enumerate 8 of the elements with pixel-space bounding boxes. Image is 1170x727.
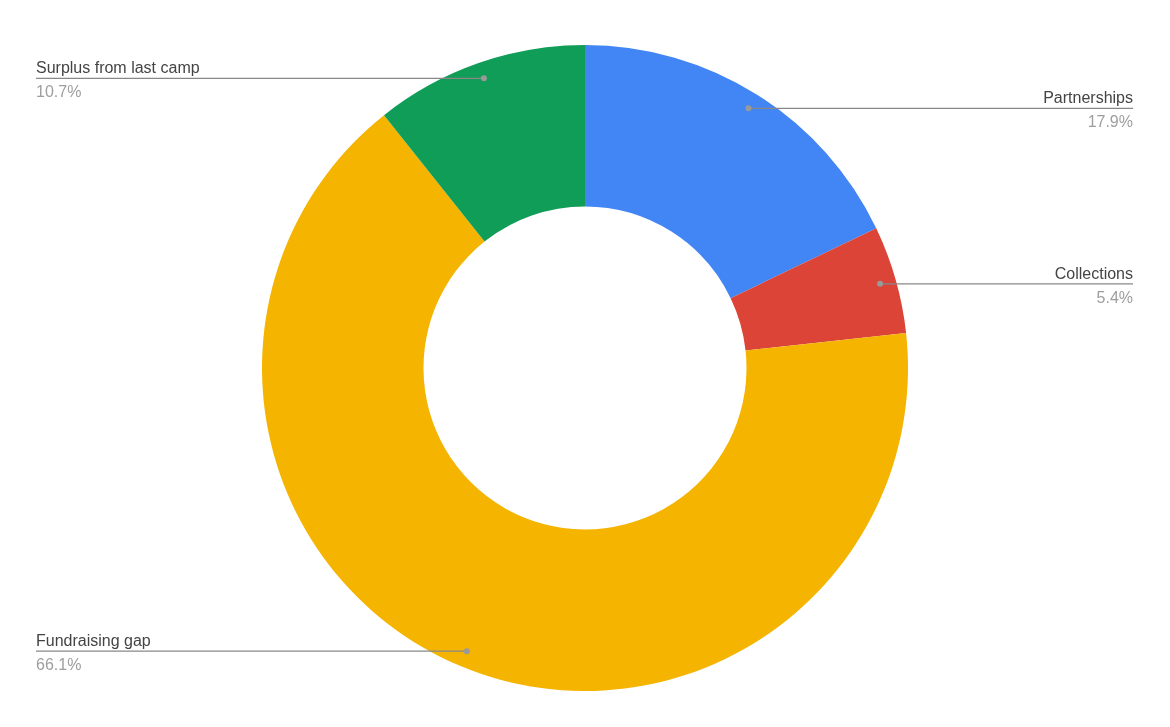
data-label: 66.1% xyxy=(36,656,82,674)
data-label: 5.4% xyxy=(1096,288,1133,306)
slice-label: Partnerships xyxy=(1043,89,1133,107)
slice-label: Collections xyxy=(1054,264,1133,282)
slice-label: Fundraising gap xyxy=(36,632,151,650)
slice-label: Surplus from last camp xyxy=(36,59,200,77)
data-label: 17.9% xyxy=(1087,113,1133,131)
data-label: 10.7% xyxy=(36,83,82,101)
